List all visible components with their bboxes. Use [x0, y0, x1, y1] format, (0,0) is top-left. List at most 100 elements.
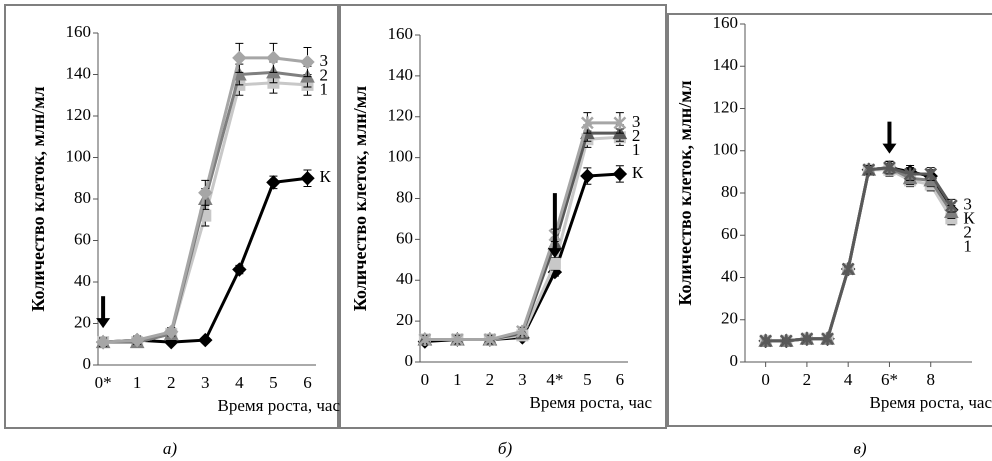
series-line: [765, 166, 953, 343]
marker: [515, 324, 529, 338]
arrow-head: [882, 143, 897, 154]
y-tick-label: 40: [721, 266, 738, 285]
y-tick-label: 120: [66, 105, 92, 124]
marker: [800, 332, 814, 346]
marker: [198, 332, 213, 348]
panel-frame: [667, 13, 992, 427]
y-tick-label: 60: [74, 229, 91, 248]
panel-frame: [339, 4, 667, 429]
series-line: [424, 172, 620, 344]
x-tick-label: 4: [235, 373, 244, 392]
y-tick-label: 20: [721, 309, 738, 328]
marker: [821, 332, 834, 346]
y-tick-label: 120: [388, 106, 414, 125]
series-line: [424, 121, 620, 342]
marker: [300, 54, 315, 70]
series-label: 2: [632, 126, 641, 145]
marker: [164, 324, 179, 340]
series-label: 3: [963, 195, 972, 214]
y-tick-label: 80: [396, 187, 413, 206]
x-tick-label: 5: [583, 370, 592, 389]
marker: [883, 161, 896, 175]
y-tick-label: 100: [66, 146, 92, 165]
y-tick-label: 0: [83, 354, 92, 373]
series-label: 2: [963, 223, 972, 242]
series-label: 1: [963, 237, 972, 256]
marker: [198, 185, 213, 200]
y-tick-label: 0: [405, 351, 414, 370]
y-axis-label: Количество клеток, млн/мл: [28, 86, 48, 311]
y-tick-label: 140: [66, 63, 92, 82]
y-tick-label: 60: [396, 228, 413, 247]
y-tick-label: 40: [74, 271, 91, 290]
marker: [841, 262, 855, 276]
marker: [232, 262, 247, 277]
marker: [418, 333, 432, 347]
x-tick-label: 3: [518, 370, 527, 389]
marker: [613, 116, 627, 130]
x-axis-label: Время роста, час: [529, 393, 652, 412]
y-tick-label: 160: [66, 22, 92, 41]
y-tick-label: 20: [74, 312, 91, 331]
marker: [266, 175, 281, 190]
series-label: 3: [632, 112, 641, 131]
x-axis-label: Время роста, час: [217, 396, 340, 415]
y-tick-label: 60: [721, 224, 738, 243]
x-tick-label: 6: [303, 373, 312, 392]
y-tick-label: 140: [388, 65, 414, 84]
panel-caption: в): [853, 439, 866, 458]
y-tick-label: 0: [730, 351, 739, 370]
y-tick-label: 80: [721, 182, 738, 201]
marker: [548, 257, 561, 270]
arrow-head: [547, 248, 562, 259]
x-tick-label: 8: [926, 370, 935, 389]
marker: [924, 167, 938, 181]
y-axis-label: Количество клеток, млн/мл: [675, 80, 695, 305]
marker: [232, 50, 247, 66]
x-tick-label: 6: [616, 370, 625, 389]
y-tick-label: 160: [713, 13, 739, 32]
panel-caption: а): [163, 439, 178, 458]
x-tick-label: 0: [761, 370, 770, 389]
x-tick-label: 0: [421, 370, 430, 389]
marker: [580, 116, 594, 130]
series-line: [765, 166, 953, 343]
x-tick-label: 3: [201, 373, 210, 392]
series-line: [765, 166, 953, 343]
x-tick-label: 2: [803, 370, 812, 389]
series-label: 2: [319, 65, 328, 84]
marker: [944, 199, 958, 213]
y-tick-label: 80: [74, 188, 91, 207]
series-label: К: [319, 167, 331, 186]
series-line: [424, 131, 620, 342]
x-tick-label: 6*: [881, 370, 898, 389]
marker: [862, 163, 876, 177]
y-axis-label: Количество клеток, млн/мл: [350, 86, 370, 311]
x-tick-label: 5: [269, 373, 278, 392]
marker: [300, 171, 315, 186]
arrow-head: [96, 318, 111, 329]
panel-frame: [4, 4, 339, 429]
x-tick-label: 4*: [546, 370, 563, 389]
x-tick-label: 4: [844, 370, 853, 389]
series-line: [765, 168, 953, 343]
y-tick-label: 140: [713, 55, 739, 74]
marker: [903, 167, 917, 181]
panel-caption: б): [498, 439, 513, 458]
marker: [266, 50, 281, 66]
y-tick-label: 100: [713, 140, 739, 159]
marker: [612, 166, 628, 182]
series-label: К: [632, 163, 644, 182]
x-tick-label: 2: [486, 370, 495, 389]
x-tick-label: 1: [133, 373, 142, 392]
x-axis-label: Время роста, час: [869, 393, 992, 412]
y-tick-label: 20: [396, 310, 413, 329]
marker: [759, 334, 773, 348]
y-tick-label: 40: [396, 269, 413, 288]
marker: [129, 332, 145, 348]
y-tick-label: 160: [388, 24, 414, 43]
series-label: 3: [319, 51, 328, 70]
marker: [580, 168, 595, 184]
y-tick-label: 120: [713, 97, 739, 116]
